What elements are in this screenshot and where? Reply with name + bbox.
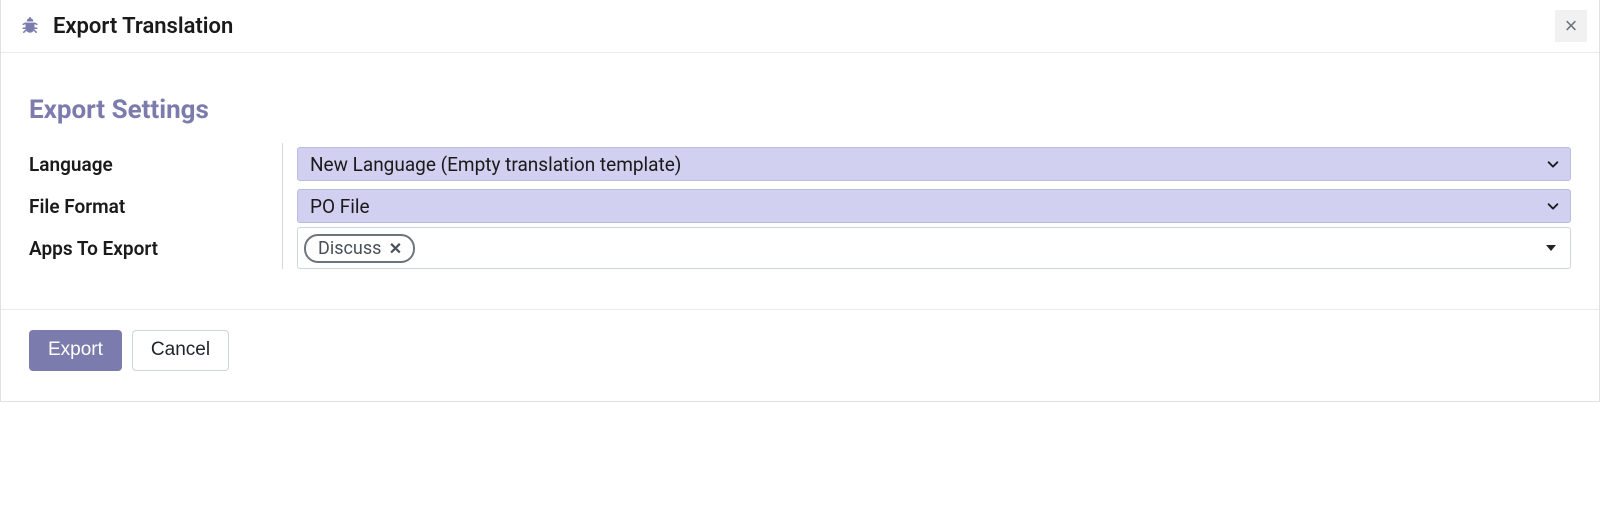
language-select[interactable]: New Language (Empty translation template…	[297, 147, 1571, 181]
fields-column: New Language (Empty translation template…	[283, 143, 1571, 269]
chevron-down-icon	[1546, 199, 1560, 213]
language-select-value: New Language (Empty translation template…	[310, 153, 681, 176]
tag-remove-icon[interactable]: ✕	[387, 240, 403, 256]
apps-to-export-multiselect[interactable]: Discuss ✕	[297, 227, 1571, 269]
file-format-select[interactable]: PO File	[297, 189, 1571, 223]
form-area: Language File Format Apps To Export New …	[29, 143, 1571, 269]
language-label: Language	[29, 153, 113, 176]
close-icon: ×	[1565, 15, 1578, 37]
export-button[interactable]: Export	[29, 330, 122, 371]
tag-discuss: Discuss ✕	[304, 234, 415, 263]
caret-down-icon	[1546, 245, 1556, 251]
export-translation-dialog: Export Translation × Export Settings Lan…	[0, 0, 1600, 402]
dialog-body: Export Settings Language File Format App…	[1, 53, 1599, 309]
tag-label: Discuss	[318, 238, 381, 259]
chevron-down-icon	[1546, 157, 1560, 171]
dialog-header-left: Export Translation	[21, 14, 233, 39]
bug-icon[interactable]	[21, 17, 39, 35]
file-format-label: File Format	[29, 195, 125, 218]
section-title: Export Settings	[29, 95, 1571, 125]
cancel-button[interactable]: Cancel	[132, 330, 229, 371]
close-button[interactable]: ×	[1555, 10, 1587, 42]
labels-column: Language File Format Apps To Export	[29, 143, 283, 269]
dialog-header: Export Translation ×	[1, 0, 1599, 53]
dialog-footer: Export Cancel	[1, 309, 1599, 401]
dialog-title: Export Translation	[53, 14, 233, 39]
apps-to-export-label: Apps To Export	[29, 237, 158, 260]
file-format-select-value: PO File	[310, 195, 370, 218]
